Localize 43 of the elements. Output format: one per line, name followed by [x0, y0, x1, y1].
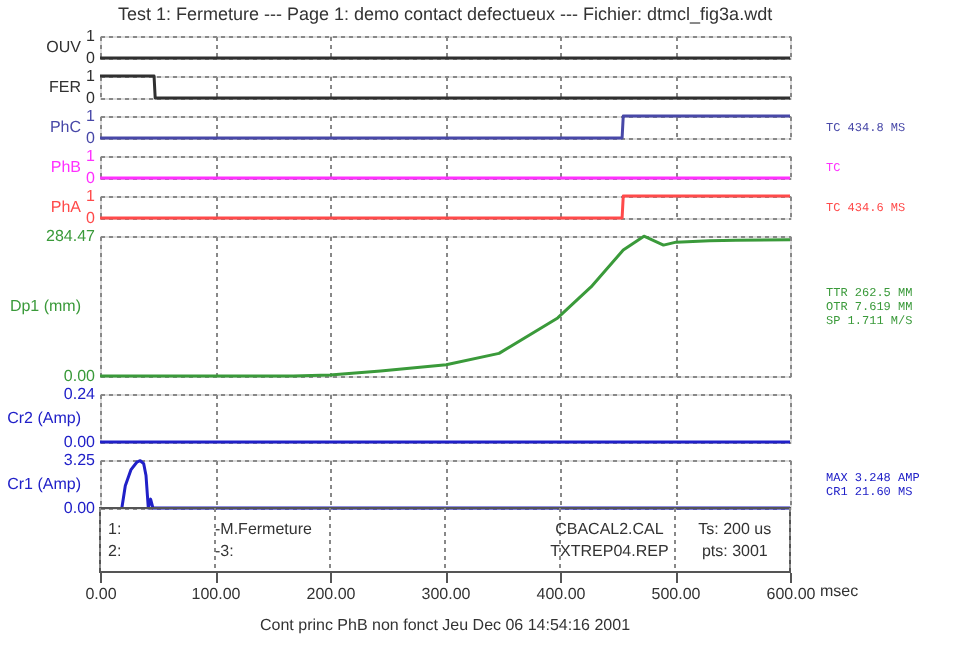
y-axis-title: PhC	[49, 118, 82, 136]
text: TXTREP04.REP	[550, 542, 669, 560]
y-axis-title: PhA	[50, 198, 83, 216]
y-tick-label: 0.00	[63, 433, 97, 451]
y-tick-label: 0.00	[63, 367, 97, 385]
text: Ts: 200 us	[698, 520, 772, 538]
y-tick-label: 0	[86, 129, 97, 147]
text: Cont princ PhB non fonct Jeu Dec 06 14:54:16 2001	[259, 616, 632, 634]
y-axis-title: FER	[49, 78, 82, 96]
line-series	[98, 234, 792, 378]
y-tick-label: 284.47	[46, 227, 97, 245]
y-axis-title: PhB	[50, 158, 81, 176]
y-tick-label: 1	[86, 147, 97, 165]
text: 1:	[108, 520, 122, 538]
text: -3:	[215, 542, 234, 560]
line-series	[120, 459, 792, 510]
x-tick-label: 500.00	[651, 585, 702, 603]
x-tick-label: 600.00	[766, 585, 817, 603]
y-axis-title: Cr2 (Amp)	[7, 409, 82, 427]
y-tick-label: 0.24	[63, 385, 97, 403]
x-tick-label: 200.00	[306, 585, 357, 603]
y-axis-title: OUV	[46, 38, 83, 56]
y-tick-label: 0	[86, 49, 97, 67]
y-axis-title: Cr1 (Amp)	[7, 475, 82, 493]
y-tick-label: 0	[86, 169, 97, 187]
y-tick-label: 0	[86, 89, 97, 107]
y-tick-label: 1	[86, 27, 97, 45]
text: 2:	[108, 542, 122, 560]
text: CBACAL2.CAL	[555, 520, 665, 538]
y-tick-label: 3.25	[63, 451, 97, 469]
y-tick-label: 1	[86, 67, 97, 85]
y-axis-title: Dp1 (mm)	[9, 297, 82, 315]
x-tick-label: 400.00	[536, 585, 587, 603]
y-tick-label: 0	[86, 209, 97, 227]
y-tick-label: 0.00	[63, 499, 97, 517]
chart-title: Test 1: Fermeture --- Page 1: demo contact defectueux --- Fichier: dtmcl_fig3a.wdt	[117, 4, 774, 24]
x-tick-label: 300.00	[421, 585, 472, 603]
x-tick-label: 100.00	[191, 585, 242, 603]
text: pts: 3001	[701, 542, 769, 560]
y-tick-label: 1	[86, 107, 97, 125]
y-tick-label: 1	[86, 187, 97, 205]
text: -M.Fermeture	[215, 520, 313, 538]
x-axis-title: msec	[820, 582, 859, 600]
